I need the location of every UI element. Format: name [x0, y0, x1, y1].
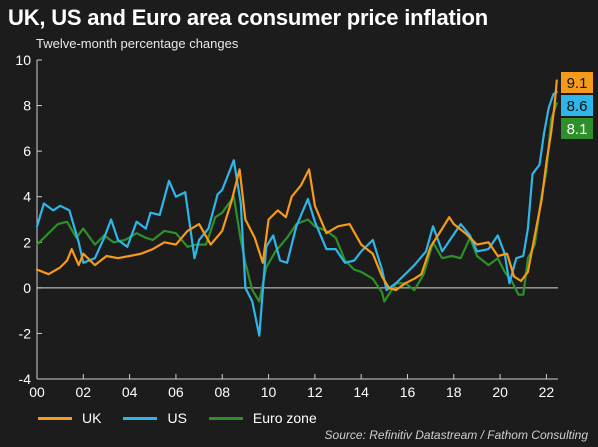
y-tick-label: 6	[23, 143, 31, 159]
legend-item-euro: Euro zone	[208, 410, 317, 426]
x-tick-label: 02	[76, 384, 92, 400]
euro-end-label: 8.1	[567, 121, 588, 138]
us-end-label-box	[561, 95, 593, 116]
x-tick-label: 18	[446, 384, 462, 400]
x-tick-label: 20	[492, 384, 508, 400]
uk-series-line	[35, 79, 558, 292]
legend-swatch-euro	[208, 416, 243, 420]
x-tick-label: 22	[539, 384, 555, 400]
us-end-label: 8.6	[567, 98, 588, 115]
us-series-line	[35, 90, 558, 337]
y-tick-label: 0	[23, 280, 31, 296]
source-note: Source: Refinitiv Datastream / Fathom Co…	[324, 428, 588, 442]
legend-swatch-us	[123, 416, 158, 420]
y-tick-label: -4	[19, 371, 32, 387]
y-tick-label: 2	[23, 234, 31, 250]
chart-subtitle: Twelve-month percentage changes	[36, 36, 239, 51]
legend-swatch-uk	[38, 416, 72, 420]
legend: UK US Euro zone	[38, 410, 317, 426]
x-tick-label: 12	[307, 384, 323, 400]
x-tick-label: 10	[261, 384, 277, 400]
uk-end-label-box	[561, 72, 593, 93]
legend-item-us: US	[123, 410, 187, 426]
y-tick-label: -2	[19, 325, 32, 341]
x-tick-label: 06	[168, 384, 184, 400]
y-tick-label: 4	[23, 189, 31, 205]
euro-series-line	[35, 102, 558, 303]
uk-end-label: 9.1	[567, 75, 588, 92]
x-tick-label: 16	[400, 384, 416, 400]
legend-item-uk: UK	[38, 410, 101, 426]
x-tick-label: 08	[214, 384, 230, 400]
euro-end-label-box	[561, 118, 593, 139]
chart-title: UK, US and Euro area consumer price infl…	[8, 5, 488, 30]
legend-label-uk: UK	[82, 410, 102, 426]
x-tick-label: 04	[122, 384, 138, 400]
x-tick-label: 14	[353, 384, 369, 400]
x-tick-label: 00	[29, 384, 45, 400]
y-tick-label: 8	[23, 98, 31, 114]
y-tick-label: 10	[15, 52, 31, 68]
legend-label-euro: Euro zone	[252, 410, 317, 426]
legend-label-us: US	[167, 410, 187, 426]
